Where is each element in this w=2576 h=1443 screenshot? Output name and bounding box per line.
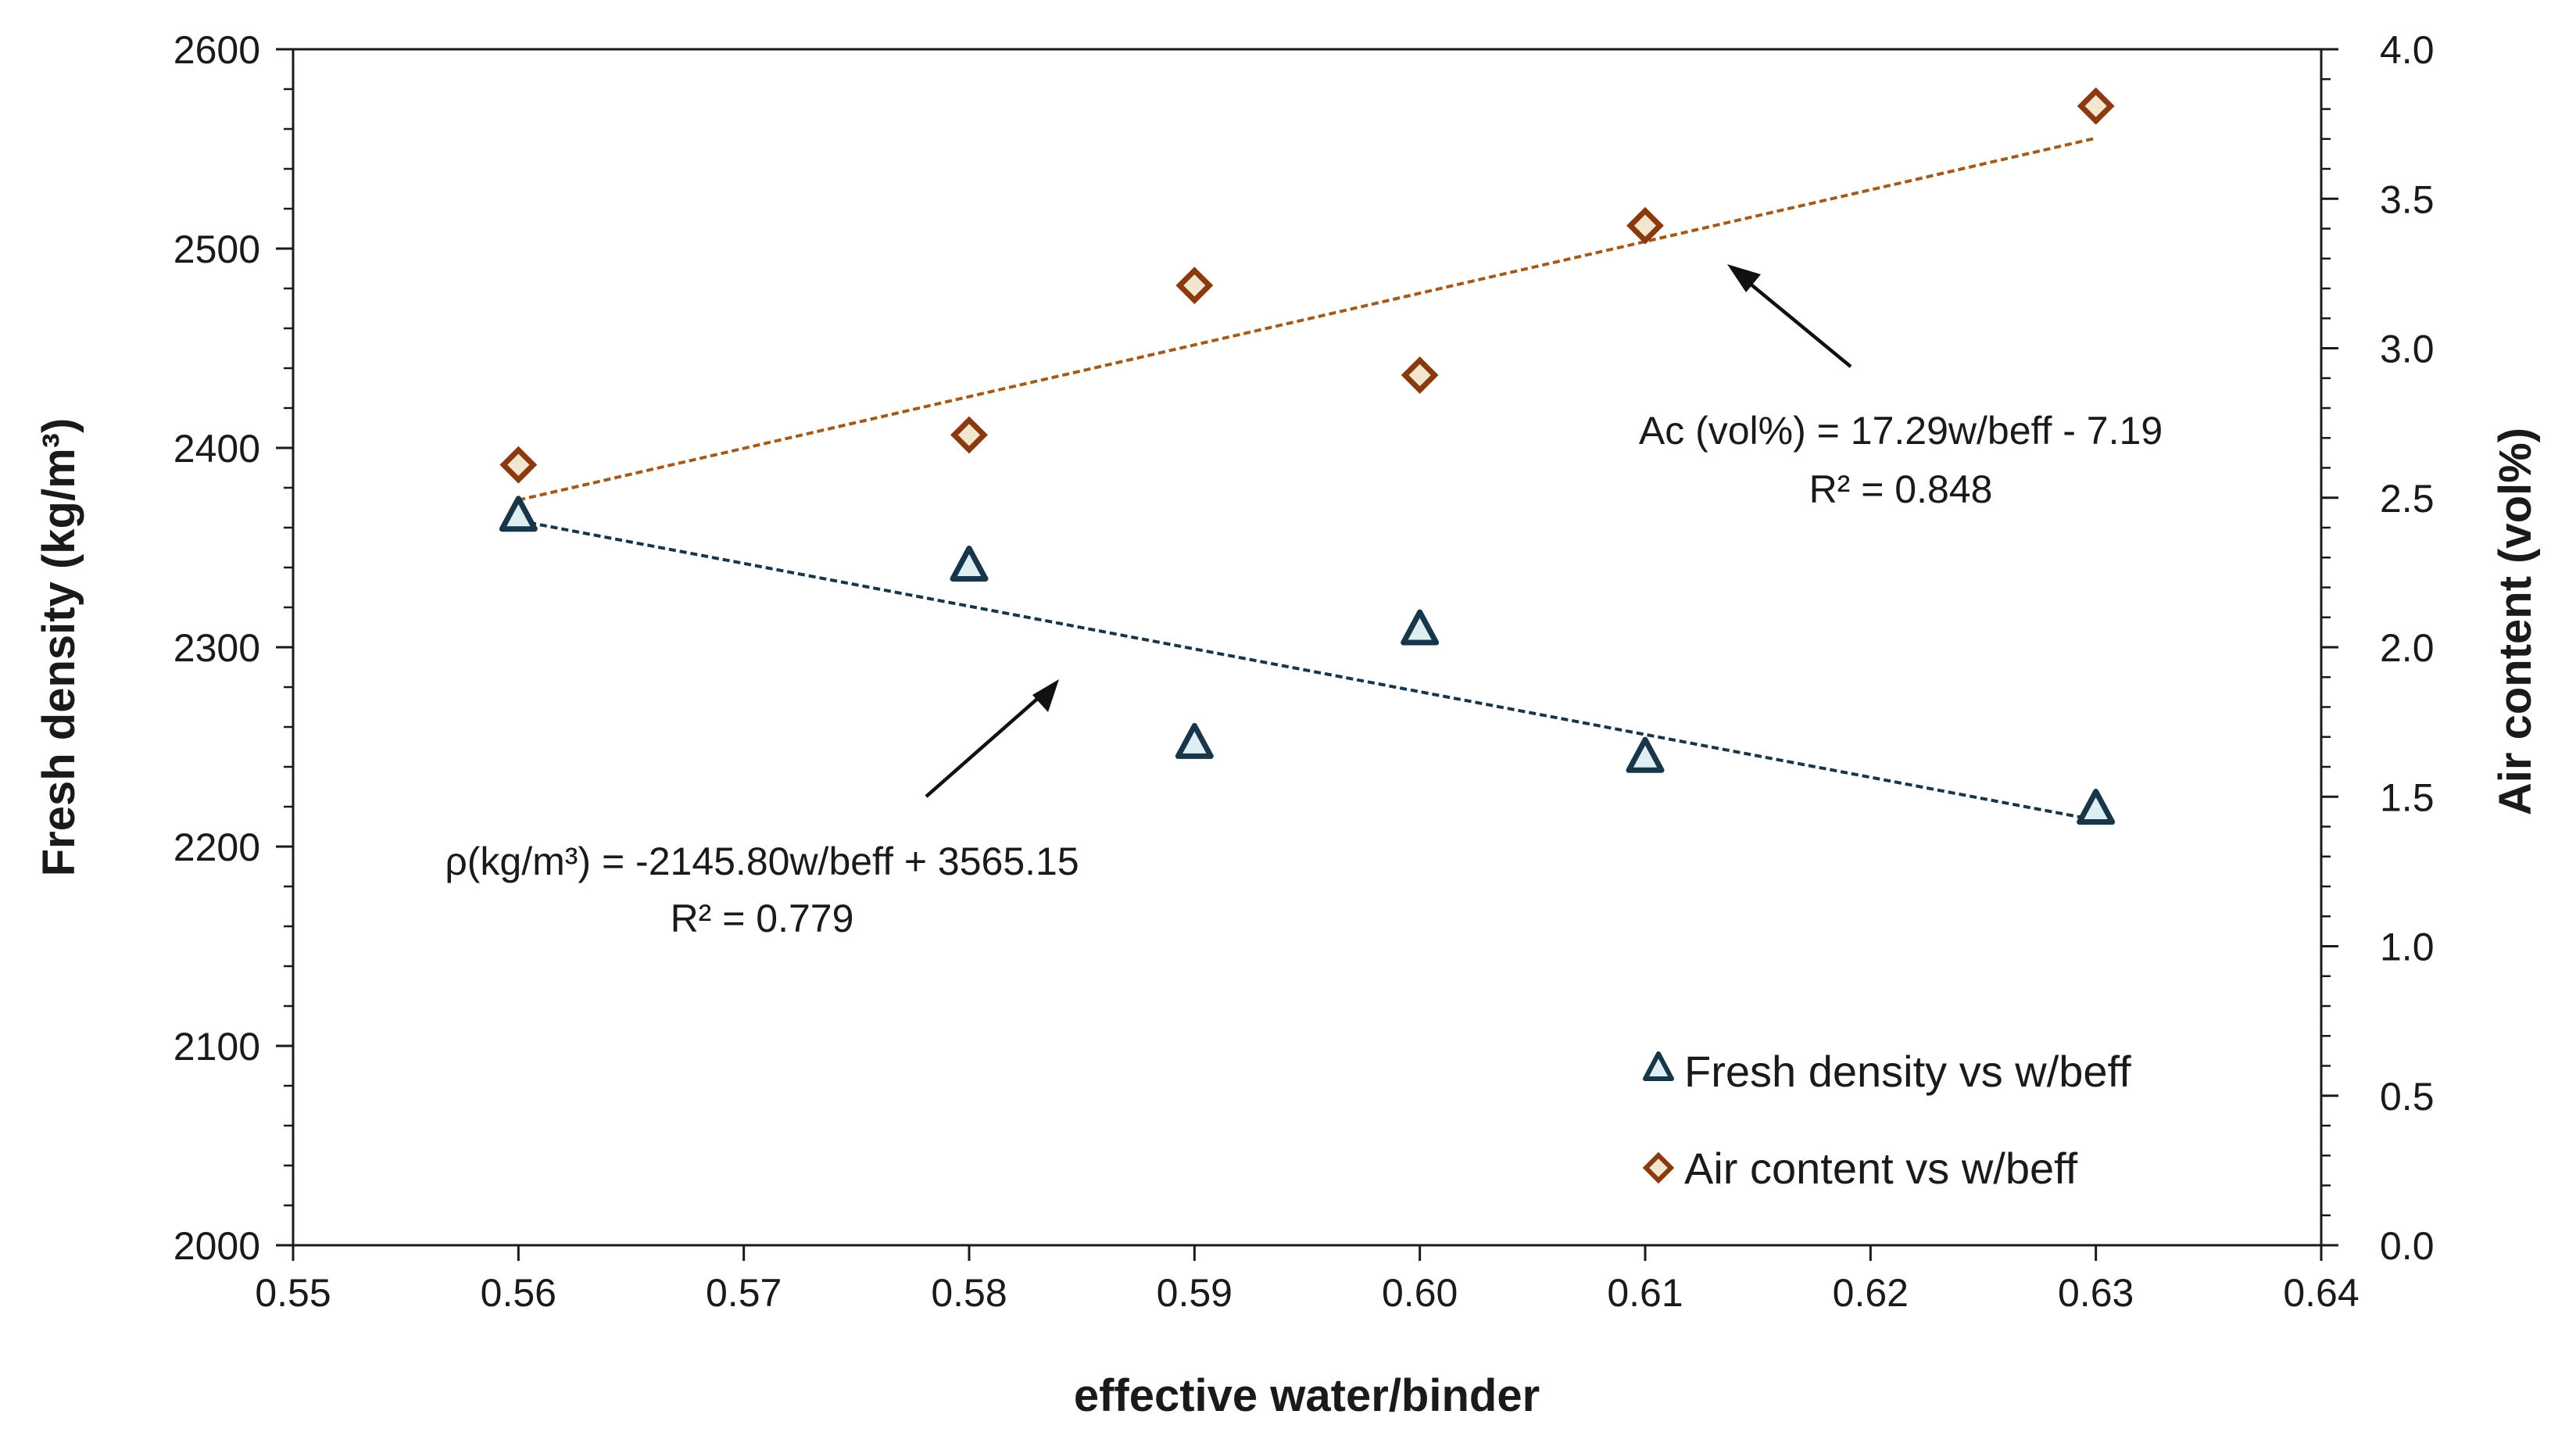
y-right-tick-label: 2.0: [2380, 626, 2435, 670]
density-point: [950, 545, 989, 582]
x-tick-label: 0.56: [481, 1271, 556, 1315]
y-right-tick-label: 1.0: [2380, 926, 2435, 969]
data-points: [499, 87, 2116, 825]
x-axis-title: effective water/binder: [1074, 1370, 1540, 1421]
y-left-tick-label: 2200: [174, 825, 260, 869]
air-content-point: [2077, 87, 2115, 125]
y-left-tick-label: 2600: [174, 28, 260, 72]
x-tick-label: 0.64: [2283, 1271, 2359, 1315]
air-trend-equation: Ac (vol%) = 17.29w/beff - 7.19: [1639, 409, 2163, 453]
x-tick-label: 0.63: [2058, 1271, 2134, 1315]
y-left-axis-title: Fresh density (kg/m³): [34, 418, 84, 877]
density-trend-equation: ρ(kg/m³) = -2145.80w/beff + 3565.15: [445, 840, 1079, 883]
y-left-tick-label: 2000: [174, 1224, 260, 1268]
density-trendline: [517, 519, 2097, 822]
air-content-point: [1175, 267, 1214, 305]
density-point: [1401, 609, 1440, 646]
air-annotation-arrow: [1727, 264, 1852, 368]
density-point: [1175, 722, 1214, 759]
density-point: [2077, 789, 2116, 825]
y-right-tick-label: 4.0: [2380, 28, 2435, 72]
y-right-tick-label: 3.5: [2380, 177, 2435, 221]
legend-diamond-icon: [1642, 1151, 1675, 1184]
legend-label-fresh-density: Fresh density vs w/beff: [1684, 1047, 2131, 1096]
legend-label-air-content: Air content vs w/beff: [1684, 1144, 2078, 1193]
air-content-point: [499, 446, 538, 484]
y-left-tick-label: 2400: [174, 427, 260, 471]
air-content-trendline: [517, 136, 2097, 502]
axis-ticks: [276, 48, 2338, 1261]
air-content-point: [950, 416, 988, 454]
y-right-axis-title: Air content (vol%): [2490, 428, 2541, 815]
density-point: [499, 496, 538, 532]
legend-item-fresh-density: Fresh density vs w/beff: [1643, 1047, 2131, 1096]
x-tick-label: 0.57: [706, 1271, 782, 1315]
y-right-tick-label: 0.0: [2380, 1224, 2435, 1268]
x-tick-label: 0.60: [1382, 1271, 1458, 1315]
density-annotation-arrow: [925, 679, 1059, 798]
y-right-tick-label: 1.5: [2380, 775, 2435, 819]
air-trend-r2: R² = 0.848: [1809, 467, 1993, 511]
legend-item-air-content: Air content vs w/beff: [1642, 1144, 2078, 1193]
y-left-tick-label: 2300: [174, 626, 260, 670]
x-tick-labels: 0.55 0.56 0.57 0.58 0.59 0.60 0.61 0.62 0.63 0.64: [255, 1271, 2359, 1315]
x-tick-label: 0.62: [1833, 1271, 1909, 1315]
y-right-tick-label: 3.0: [2380, 328, 2435, 371]
air-content-point: [1626, 206, 1664, 245]
density-trend-r2: R² = 0.779: [671, 897, 854, 940]
x-tick-label: 0.58: [931, 1271, 1007, 1315]
y-left-tick-label: 2100: [174, 1025, 260, 1069]
x-tick-label: 0.59: [1157, 1271, 1233, 1315]
y-left-tick-label: 2500: [174, 227, 260, 271]
legend: Fresh density vs w/beff Air content vs w…: [1642, 1047, 2131, 1193]
y-right-tick-label: 2.5: [2380, 477, 2435, 521]
y-right-tick-label: 0.5: [2380, 1075, 2435, 1119]
y-left-tick-labels: 2000 2100 2200 2300 2400 2500 2600: [174, 28, 260, 1268]
trendlines: [517, 136, 2097, 822]
x-tick-label: 0.61: [1607, 1271, 1683, 1315]
legend-triangle-icon: [1643, 1051, 1674, 1081]
plot-area-frame: [292, 48, 2323, 1247]
y-right-tick-labels: 0.0 0.5 1.0 1.5 2.0 2.5 3.0 3.5 4.0: [2380, 28, 2435, 1268]
air-content-point: [1401, 356, 1439, 394]
x-tick-label: 0.55: [255, 1271, 331, 1315]
density-point: [1626, 736, 1665, 773]
